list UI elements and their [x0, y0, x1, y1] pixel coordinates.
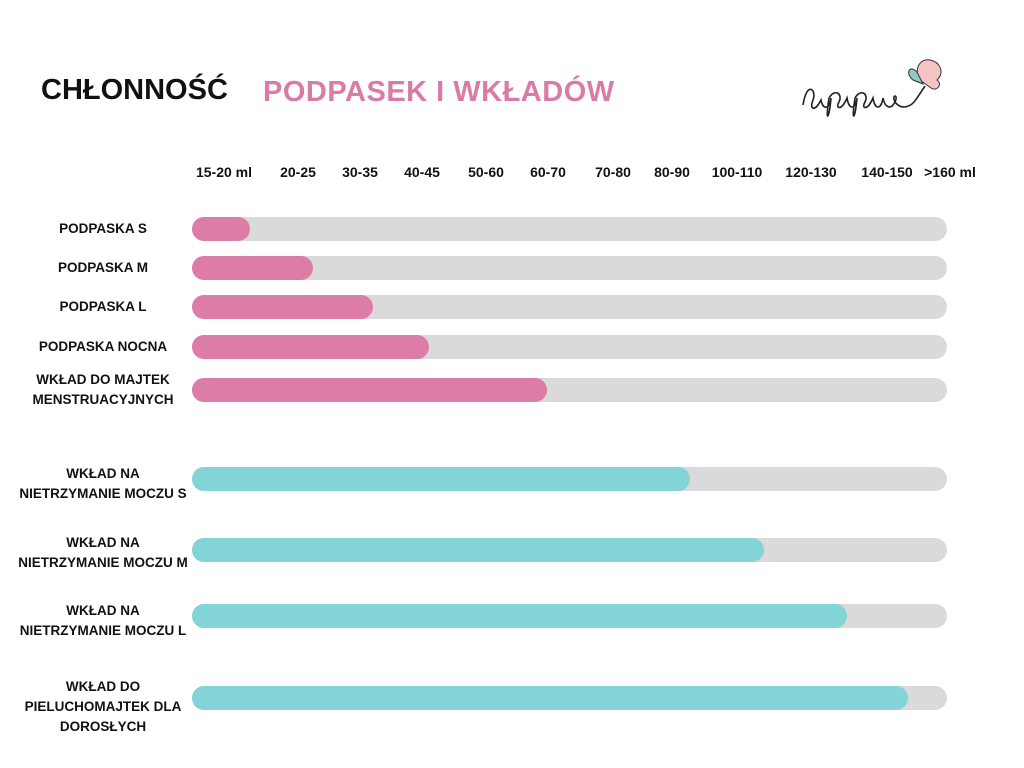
row-label: WKŁAD NA NIETRZYMANIE MOCZU L [19, 603, 187, 638]
title-pink: PODPASEK I WKŁADÓW [263, 76, 615, 108]
row-label: WKŁAD DO PIELUCHOMAJTEK DLA DOROSŁYCH [24, 679, 182, 734]
x-tick-label: 60-70 [530, 164, 566, 180]
bar-fill [192, 378, 547, 402]
bar-track [192, 217, 947, 241]
row-label: PODPASKA NOCNA [38, 339, 168, 354]
bar-fill [192, 217, 251, 241]
row-label: PODPASKA M [57, 260, 148, 275]
x-tick-label: 100-110 [711, 164, 763, 180]
bar-track [192, 378, 947, 402]
bar-track [192, 538, 947, 562]
x-tick-label: 70-80 [595, 164, 631, 180]
bar-track [192, 686, 947, 710]
row-label: WKŁAD NA NIETRZYMANIE MOCZU S [19, 466, 187, 501]
row-label: WKŁAD DO MAJTEK MENSTRUACYJNYCH [32, 372, 174, 407]
x-tick-label: 20-25 [280, 164, 316, 180]
bar-track [192, 256, 947, 280]
pupus-logo [802, 59, 942, 117]
bar-track [192, 335, 947, 359]
x-tick-label: >160 ml [924, 164, 976, 180]
x-tick-label: 80-90 [654, 164, 690, 180]
title-black: CHŁONNOŚĆ [41, 74, 228, 106]
x-tick-label: 15-20 ml [195, 164, 253, 180]
bar-track [192, 604, 947, 628]
x-tick-label: 30-35 [342, 164, 378, 180]
x-tick-label: 120-130 [785, 164, 837, 180]
x-tick-label: 50-60 [468, 164, 504, 180]
bar-fill [192, 295, 374, 319]
bar-fill [192, 335, 430, 359]
bar-fill [192, 467, 690, 491]
bar-fill [192, 686, 909, 710]
bar-fill [192, 256, 313, 280]
bar-fill [192, 538, 764, 562]
bar-track [192, 467, 947, 491]
row-label: PODPASKA L [59, 299, 147, 314]
row-label: WKŁAD NA NIETRZYMANIE MOCZU M [18, 535, 188, 570]
bar-fill [192, 604, 848, 628]
x-tick-label: 40-45 [404, 164, 440, 180]
bar-track [192, 295, 947, 319]
x-tick-label: 140-150 [861, 164, 913, 180]
row-label: PODPASKA S [59, 221, 147, 236]
